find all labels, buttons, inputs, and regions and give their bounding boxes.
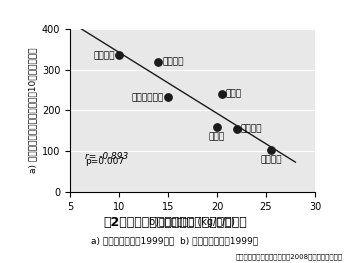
Text: 宮近俣一　現代チーズ科学（2008）食品素材研究会: 宮近俣一 現代チーズ科学（2008）食品素材研究会 [236, 254, 343, 260]
Text: ドイツ: ドイツ [226, 90, 242, 99]
Text: イギリス: イギリス [93, 51, 115, 60]
Point [268, 148, 274, 152]
Point [165, 95, 171, 99]
Text: フランス: フランス [260, 155, 282, 164]
Text: p=0.007: p=0.007 [85, 157, 124, 166]
Text: a) 英国心臓財団（1999），  b) 国際酪農連盟（1999）: a) 英国心臓財団（1999）， b) 国際酪農連盟（1999） [91, 237, 259, 246]
X-axis label: b)チーズ消費量 (kg/年/人): b)チーズ消費量 (kg/年/人) [149, 217, 236, 227]
Point [234, 127, 239, 131]
Point [214, 125, 220, 129]
Text: r= -0.893: r= -0.893 [85, 151, 128, 161]
Text: アメリカ: アメリカ [162, 57, 184, 66]
Text: 図2　チーズ摂取量と循環器系疾患死亡率: 図2 チーズ摂取量と循環器系疾患死亡率 [103, 216, 247, 229]
Point [116, 53, 122, 58]
Point [155, 59, 161, 64]
Point [219, 92, 225, 96]
Text: イタリア: イタリア [240, 124, 262, 133]
Y-axis label: a) 循環器系疾患死亡者数（男女10万人あたり）: a) 循環器系疾患死亡者数（男女10万人あたり） [29, 48, 37, 173]
Text: スイス: スイス [209, 132, 225, 141]
Text: オーストリア: オーストリア [132, 93, 164, 102]
